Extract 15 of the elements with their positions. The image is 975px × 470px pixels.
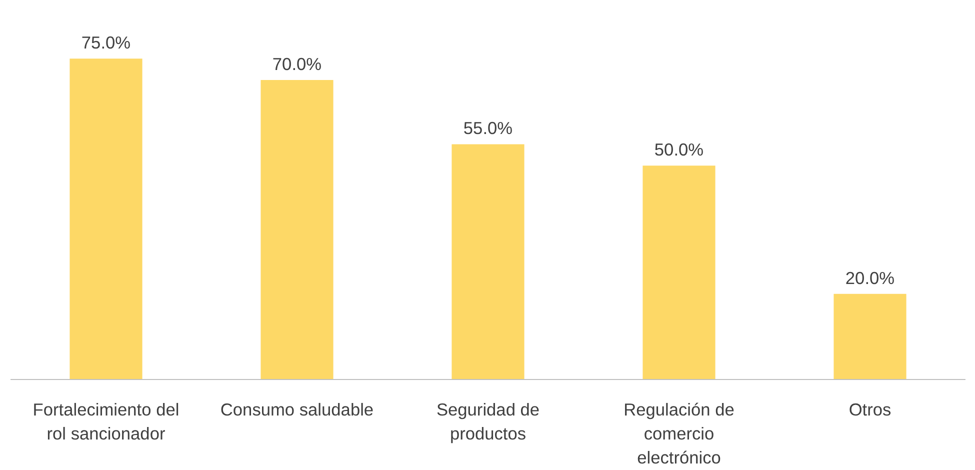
x-tick-label: Otros (848, 400, 892, 420)
data-label: 50.0% (654, 140, 704, 160)
bar (834, 294, 906, 380)
data-label: 70.0% (272, 54, 322, 74)
x-tick-label: Consumo saludable (220, 400, 374, 420)
data-label: 55.0% (463, 118, 513, 138)
bar (642, 166, 716, 380)
bar (70, 58, 142, 380)
data-label: 75.0% (81, 32, 131, 53)
x-tick-label: Regulación de comercio electrónico (624, 400, 734, 468)
x-tick-label: Seguridad de productos (436, 400, 540, 444)
x-tick-label: Fortalecimiento del rol sancionador (32, 400, 180, 444)
bar (260, 80, 334, 380)
bar (452, 144, 524, 380)
data-label: 20.0% (845, 268, 895, 288)
